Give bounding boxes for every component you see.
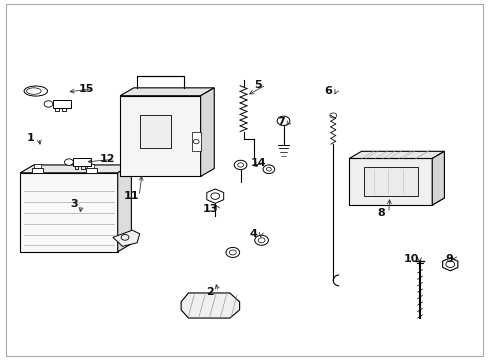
Ellipse shape [24,86,47,96]
Circle shape [329,113,336,118]
Bar [191,132,200,151]
Text: 6: 6 [324,86,332,96]
Polygon shape [431,151,444,205]
Bar [140,116,171,148]
Text: 7: 7 [277,117,285,127]
Polygon shape [113,230,140,246]
Bar [34,164,41,168]
Text: 4: 4 [249,229,257,239]
Bar [87,164,94,168]
Circle shape [44,101,53,107]
Polygon shape [200,88,214,176]
Polygon shape [118,165,131,252]
Bar [53,100,71,108]
Text: 11: 11 [123,191,139,201]
Polygon shape [120,88,214,96]
Text: 10: 10 [403,254,419,264]
Text: 12: 12 [99,154,115,164]
Bar [73,158,91,166]
Text: 9: 9 [445,254,452,264]
Text: 8: 8 [376,208,384,218]
Text: 1: 1 [27,133,35,143]
Polygon shape [348,158,431,205]
Circle shape [225,247,239,257]
Text: 3: 3 [70,199,78,210]
Bar [86,168,97,173]
Polygon shape [20,173,118,252]
Text: 14: 14 [250,158,265,168]
Polygon shape [348,198,444,205]
Polygon shape [120,96,200,176]
Text: 2: 2 [206,287,214,297]
Circle shape [234,160,246,170]
Polygon shape [348,151,444,158]
Polygon shape [442,258,457,271]
Text: 5: 5 [254,80,262,90]
Circle shape [263,165,274,174]
Polygon shape [20,165,131,173]
Bar [32,168,43,173]
Circle shape [254,235,268,245]
Circle shape [277,116,289,126]
Polygon shape [181,293,239,318]
Polygon shape [363,167,417,196]
Text: 15: 15 [78,84,94,94]
Polygon shape [206,189,223,203]
Text: 13: 13 [202,204,218,215]
Circle shape [64,159,73,165]
